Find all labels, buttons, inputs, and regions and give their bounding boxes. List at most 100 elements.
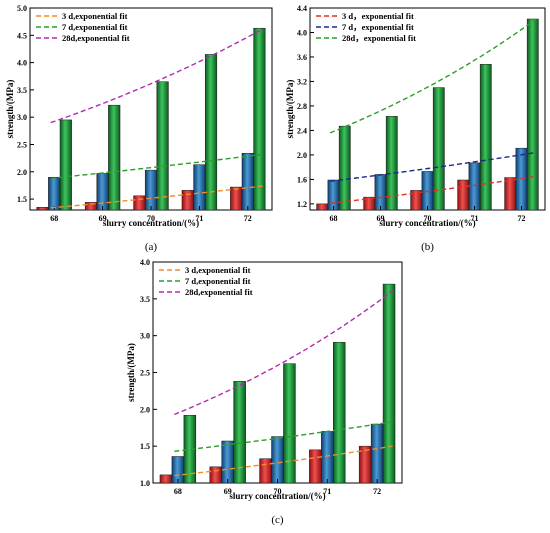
fit-curve-28d xyxy=(174,290,394,416)
x-tick-label: 68 xyxy=(50,214,58,223)
bar-28d-68 xyxy=(338,125,351,211)
bar-28d-69 xyxy=(233,381,246,484)
x-tick-label: 70 xyxy=(424,214,432,223)
chart-panel-c: 1.0 1.5 2.0 2.5 3.0 3.5 4.0 68 69 70 71 72 3 d,expon… xyxy=(126,258,403,526)
x-tick-label: 72 xyxy=(244,214,252,223)
y-tick-label: 3.6 xyxy=(297,53,307,62)
y-tick-label: 1.2 xyxy=(297,200,307,209)
x-tick-label: 72 xyxy=(518,214,526,223)
bar-28d-72 xyxy=(253,27,266,211)
bar-7d-71 xyxy=(321,431,334,484)
legend-label: 28d，exponential fit xyxy=(342,33,416,43)
bar-7d-71 xyxy=(193,164,206,211)
bar-28d-72 xyxy=(382,283,396,484)
bar-7d-71 xyxy=(468,162,481,211)
y-tick-label: 1.6 xyxy=(297,175,307,184)
y-tick-label: 3.2 xyxy=(297,77,307,86)
y-tick-label: 1.5 xyxy=(140,442,150,451)
chart-panel-a: 1.5 2.0 2.5 3.0 3.5 4.0 4.5 5.0 68 69 70 71 72 3 d,ex… xyxy=(5,4,273,253)
bar-28d-69 xyxy=(108,104,121,211)
bar-7d-70 xyxy=(144,169,158,211)
bar-7d-69 xyxy=(221,440,234,484)
y-tick-label: 3.5 xyxy=(140,295,150,304)
legend-label: 7 d，exponential fit xyxy=(342,22,414,32)
bar-3d-71 xyxy=(181,190,194,211)
x-tick-label: 70 xyxy=(147,214,155,223)
y-tick-label: 2.0 xyxy=(297,151,307,160)
y-tick-label: 2.5 xyxy=(140,369,150,378)
y-tick-label: 3.0 xyxy=(17,113,27,122)
x-tick-label: 72 xyxy=(373,487,381,496)
bar-28d-70 xyxy=(156,81,169,211)
panel-caption: (a) xyxy=(145,241,158,253)
y-tick-label: 5.0 xyxy=(17,4,27,13)
y-tick-label: 1.0 xyxy=(140,479,150,488)
legend-label: 3 d,exponential fit xyxy=(62,11,128,21)
x-axis-title: slurry concentration/(%) xyxy=(103,218,199,228)
bar-3d-72 xyxy=(504,177,517,211)
x-tick-label: 68 xyxy=(330,214,338,223)
fit-curve-3d xyxy=(50,185,263,209)
x-tick-label: 68 xyxy=(174,487,182,496)
bar-3d-68 xyxy=(36,207,49,211)
x-tick-label: 69 xyxy=(99,214,107,223)
bar-28d-72 xyxy=(526,18,539,211)
x-tick-label: 69 xyxy=(377,214,385,223)
y-tick-label: 1.5 xyxy=(17,195,27,204)
y-tick-label: 2.5 xyxy=(17,140,27,149)
legend-label: 28d,exponential fit xyxy=(185,287,253,297)
bar-3d-70 xyxy=(133,195,146,211)
bar-3d-69 xyxy=(209,466,222,484)
bar-3d-71 xyxy=(457,179,470,211)
y-tick-label: 4.4 xyxy=(297,4,307,13)
y-tick-label: 3.0 xyxy=(140,332,150,341)
bar-7d-68 xyxy=(327,179,340,211)
legend-label: 7 d,exponential fit xyxy=(185,276,251,286)
y-tick-label: 4.0 xyxy=(140,258,150,267)
y-tick-label: 2.4 xyxy=(297,126,307,135)
y-axis-title: strength/(MPa) xyxy=(126,343,136,402)
y-tick-label: 2.0 xyxy=(140,405,150,414)
y-axis-title: strength/(MPa) xyxy=(285,80,295,139)
bar-28d-71 xyxy=(333,342,346,484)
bar-28d-70 xyxy=(283,363,296,484)
bar-7d-70 xyxy=(271,436,284,484)
bar-28d-69 xyxy=(385,116,398,211)
panel-caption: (b) xyxy=(421,241,434,253)
fit-curve-7d xyxy=(174,421,393,452)
bar-7d-72 xyxy=(241,152,254,211)
y-tick-label: 2.8 xyxy=(297,102,307,111)
legend-label: 28d,exponential fit xyxy=(62,33,130,43)
bar-7d-69 xyxy=(96,173,109,211)
fit-curve-28d xyxy=(329,18,537,134)
bar-28d-71 xyxy=(204,54,218,211)
bar-7d-68 xyxy=(48,176,61,211)
x-tick-label: 71 xyxy=(323,487,331,496)
legend-label: 3 d,exponential fit xyxy=(185,265,251,275)
bar-3d-68 xyxy=(159,474,173,484)
legend-label: 7 d,exponential fit xyxy=(62,22,128,32)
y-tick-label: 3.5 xyxy=(17,86,27,95)
x-axis-title: slurry concentration/(%) xyxy=(229,491,325,501)
x-tick-label: 71 xyxy=(195,214,203,223)
fit-curve-3d xyxy=(330,175,537,204)
bar-3d-71 xyxy=(309,449,322,484)
bar-28d-68 xyxy=(183,414,197,484)
fit-curve-7d xyxy=(50,153,263,179)
y-tick-label: 4.0 xyxy=(297,28,307,37)
bar-7d-70 xyxy=(421,171,434,211)
bar-28d-71 xyxy=(479,64,492,211)
x-tick-label: 70 xyxy=(274,487,282,496)
bar-3d-68 xyxy=(316,203,329,211)
chart-panel-b: 1.2 1.6 2.0 2.4 2.8 3.2 3.6 4.0 4.4 68 69 70 71 72 3 d… xyxy=(285,4,546,253)
bar-3d-72 xyxy=(230,186,243,211)
x-tick-label: 69 xyxy=(224,487,232,496)
fit-curve-28d xyxy=(50,28,264,124)
bar-7d-69 xyxy=(374,174,387,211)
bar-7d-72 xyxy=(370,423,384,484)
x-tick-label: 71 xyxy=(471,214,479,223)
bar-28d-68 xyxy=(59,119,72,211)
bar-3d-70 xyxy=(259,458,272,484)
panel-caption: (c) xyxy=(271,514,284,526)
